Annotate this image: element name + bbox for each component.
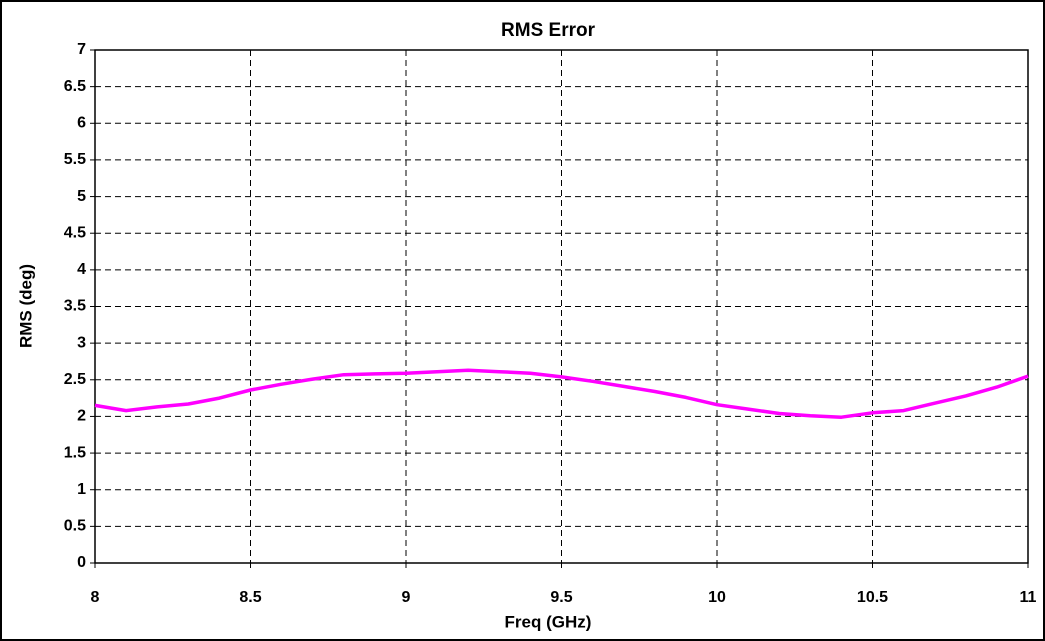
- y-tick-label: 4.5: [64, 224, 86, 241]
- y-tick-label: 7: [77, 41, 86, 58]
- y-tick-label: 5.5: [64, 151, 86, 168]
- x-tick-label: 10.5: [857, 589, 888, 606]
- y-tick-label: 2: [77, 408, 86, 425]
- y-tick-label: 6: [77, 115, 86, 132]
- x-tick-label: 9.5: [550, 589, 572, 606]
- x-axis-label: Freq (GHz): [505, 612, 592, 631]
- x-tick-label: 8: [91, 589, 100, 606]
- y-tick-label: 3.5: [64, 298, 86, 315]
- x-tick-label: 9: [402, 589, 411, 606]
- y-tick-label: 1.5: [64, 444, 86, 461]
- x-tick-label: 8.5: [239, 589, 261, 606]
- data-line: [94, 368, 1029, 419]
- chart-title: RMS Error: [501, 20, 596, 41]
- y-tick-label: 6.5: [64, 78, 86, 95]
- y-axis-label: RMS (deg): [16, 264, 35, 348]
- y-tick-label: 4: [77, 261, 86, 278]
- x-tick-label: 10: [708, 589, 726, 606]
- y-tick-label: 5: [77, 188, 86, 205]
- y-tick-label: 1: [77, 481, 86, 498]
- y-tick-label: 0.5: [64, 518, 86, 535]
- y-tick-label: 3: [77, 334, 86, 351]
- y-tick-label: 0: [77, 554, 86, 571]
- plot-border: [94, 49, 1029, 564]
- y-tick-label: 2.5: [64, 371, 86, 388]
- x-tick-label: 11: [1020, 589, 1037, 606]
